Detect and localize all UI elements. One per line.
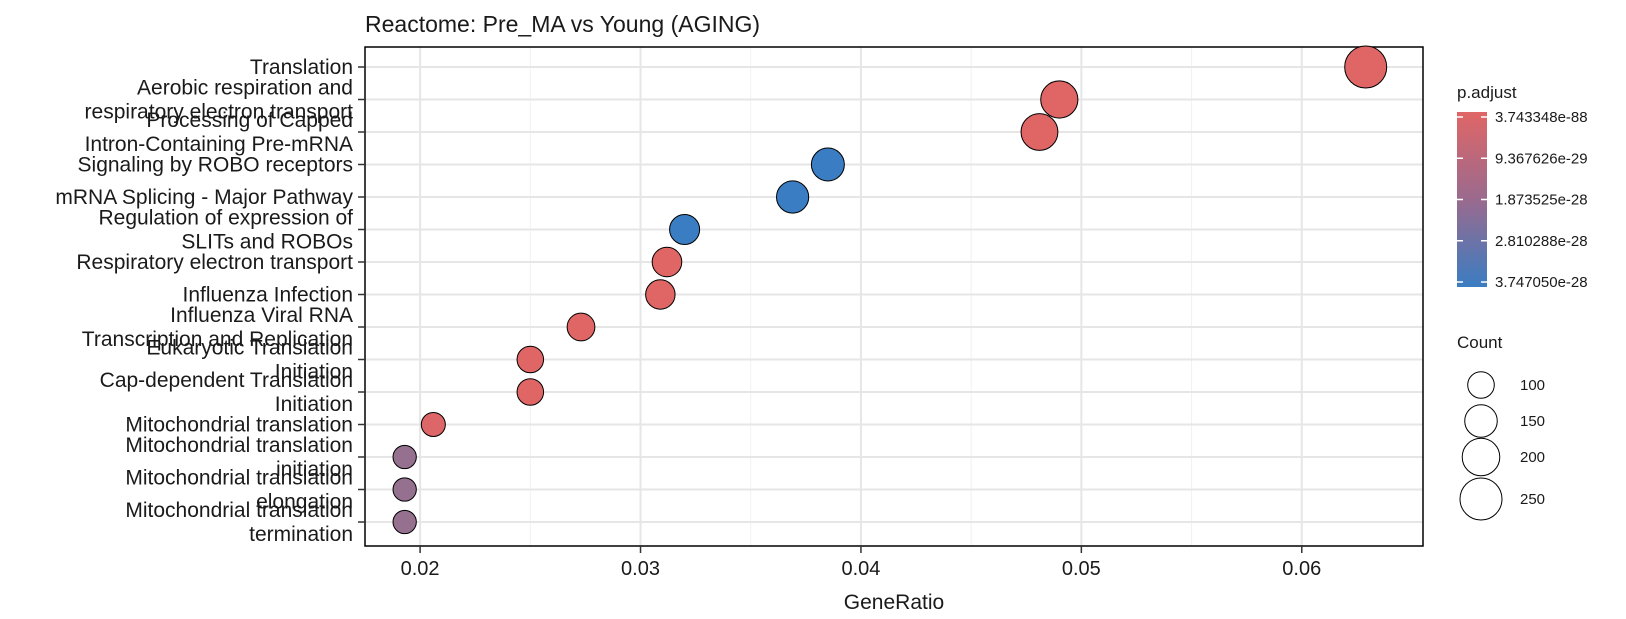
size-legend-key <box>1459 477 1503 521</box>
data-point <box>516 345 545 374</box>
data-point <box>810 147 845 182</box>
size-legend-title: Count <box>1457 333 1503 352</box>
y-tick-label: mRNA Splicing - Major Pathway <box>55 186 353 209</box>
y-tick-label: Processing of Capped <box>146 109 353 132</box>
plot-panel <box>364 46 1424 547</box>
color-legend-label: 9.367626e-29 <box>1495 150 1588 167</box>
y-tick-label: Intron-Containing Pre-mRNA <box>85 133 353 156</box>
x-tick-label: 0.06 <box>1282 558 1321 580</box>
y-tick-label: Cap-dependent Translation <box>100 369 353 392</box>
size-legend-key <box>1464 404 1498 438</box>
data-point <box>420 411 446 438</box>
data-point <box>1344 45 1388 89</box>
data-point <box>669 213 701 246</box>
size-legend-label: 100 <box>1520 377 1545 394</box>
size-legend-key <box>1467 371 1495 399</box>
size-legend: Count 100 150 200 250 <box>1457 333 1545 521</box>
color-legend-label: 1.873525e-28 <box>1495 192 1588 209</box>
x-tick-label: 0.04 <box>841 558 880 580</box>
y-tick-label: Influenza Infection <box>183 284 353 307</box>
y-tick-label: Eukaryotic Translation <box>146 337 353 360</box>
y-tick-label: Transcription and Replication <box>82 328 353 351</box>
data-point <box>516 378 545 406</box>
y-tick-label: elongation <box>256 491 353 514</box>
data-point <box>392 477 417 502</box>
size-legend-label: 250 <box>1520 491 1545 508</box>
y-tick-label: initiation <box>276 458 353 481</box>
size-legend-label: 150 <box>1520 413 1545 430</box>
color-legend-title: p.adjust <box>1457 83 1517 102</box>
x-tick-label: 0.03 <box>621 558 660 580</box>
data-point <box>392 444 417 470</box>
data-point <box>392 509 417 535</box>
y-tick-label: Mitochondrial translation <box>125 499 353 522</box>
y-tick-label: termination <box>249 523 353 546</box>
x-axis-ticks: 0.02 0.03 0.04 0.05 0.06 <box>401 546 1321 580</box>
y-tick-label: Mitochondrial translation <box>125 414 353 437</box>
x-tick-label: 0.02 <box>401 558 440 580</box>
color-legend: p.adjust 3.743348e-88 9.367626e-29 1.87352… <box>1457 83 1588 291</box>
x-tick-label: 0.05 <box>1062 558 1101 580</box>
y-tick-label: Translation <box>250 56 353 79</box>
data-point <box>651 246 683 278</box>
y-tick-label: Signaling by ROBO receptors <box>78 154 353 177</box>
data-point <box>776 180 810 214</box>
y-tick-label: Influenza Viral RNA <box>170 304 353 327</box>
color-legend-label: 3.743348e-88 <box>1495 109 1588 126</box>
chart-title: Reactome: Pre_MA vs Young (AGING) <box>365 11 760 37</box>
size-legend-key <box>1461 437 1501 477</box>
y-tick-label: respiratory electron transport <box>85 101 354 124</box>
data-point <box>645 279 676 310</box>
y-tick-label: Mitochondrial translation <box>125 434 353 457</box>
x-axis-title: GeneRatio <box>844 591 944 614</box>
data-point <box>1020 113 1059 151</box>
data-point <box>1040 80 1079 119</box>
y-tick-label: SLITs and ROBOs <box>181 231 353 254</box>
color-legend-label: 3.747050e-28 <box>1495 274 1588 291</box>
y-tick-label: Mitochondrial translation <box>125 467 353 490</box>
data-points <box>392 45 1388 535</box>
y-axis-ticks <box>358 66 365 523</box>
y-tick-label: Regulation of expression of <box>99 207 354 230</box>
size-legend-label: 200 <box>1520 449 1545 466</box>
y-tick-label: Respiratory electron transport <box>76 251 353 274</box>
color-legend-label: 2.810288e-28 <box>1495 233 1588 250</box>
y-tick-label: Aerobic respiration and <box>137 77 353 100</box>
y-tick-label: Initiation <box>275 393 353 416</box>
data-point <box>566 312 596 342</box>
y-tick-label: Initiation <box>275 361 353 384</box>
grid <box>365 47 1423 546</box>
